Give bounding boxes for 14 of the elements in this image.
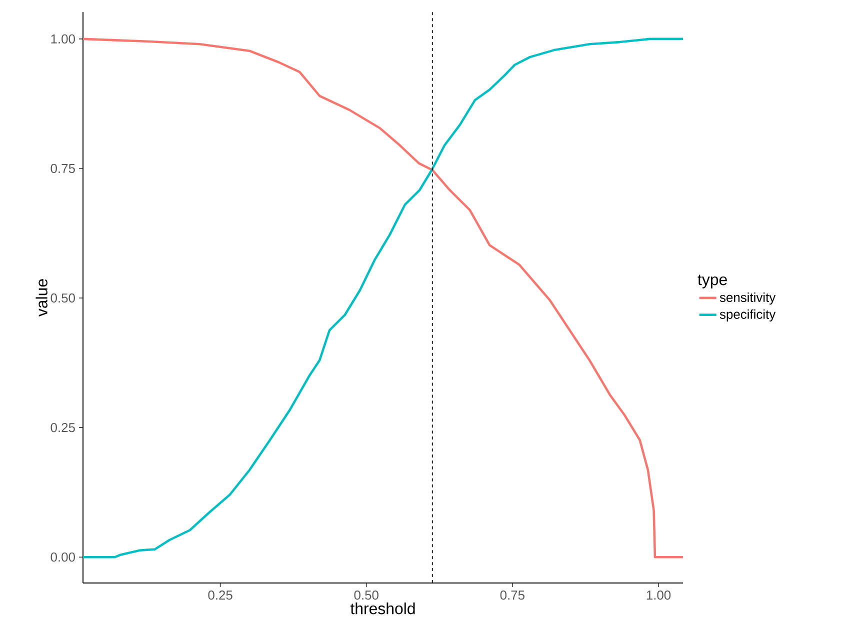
y-tick-label: 1.00 — [51, 34, 75, 44]
legend-title: type — [698, 274, 727, 288]
y-axis-title: value — [36, 279, 48, 317]
x-axis-title: threshold — [350, 602, 415, 614]
x-tick-label: 1.00 — [646, 590, 671, 600]
y-tick-label: 0.25 — [50, 422, 75, 432]
x-tick-label: 0.25 — [208, 590, 232, 600]
legend-label: sensitivity — [720, 292, 776, 305]
legend-label: specificity — [720, 309, 776, 322]
y-tick-label: 0.00 — [50, 552, 75, 562]
x-tick-label: 0.75 — [500, 590, 524, 600]
x-tick-label: 0.50 — [354, 590, 378, 600]
y-tick-label: 0.75 — [50, 164, 75, 174]
y-tick-label: 0.50 — [50, 293, 75, 303]
